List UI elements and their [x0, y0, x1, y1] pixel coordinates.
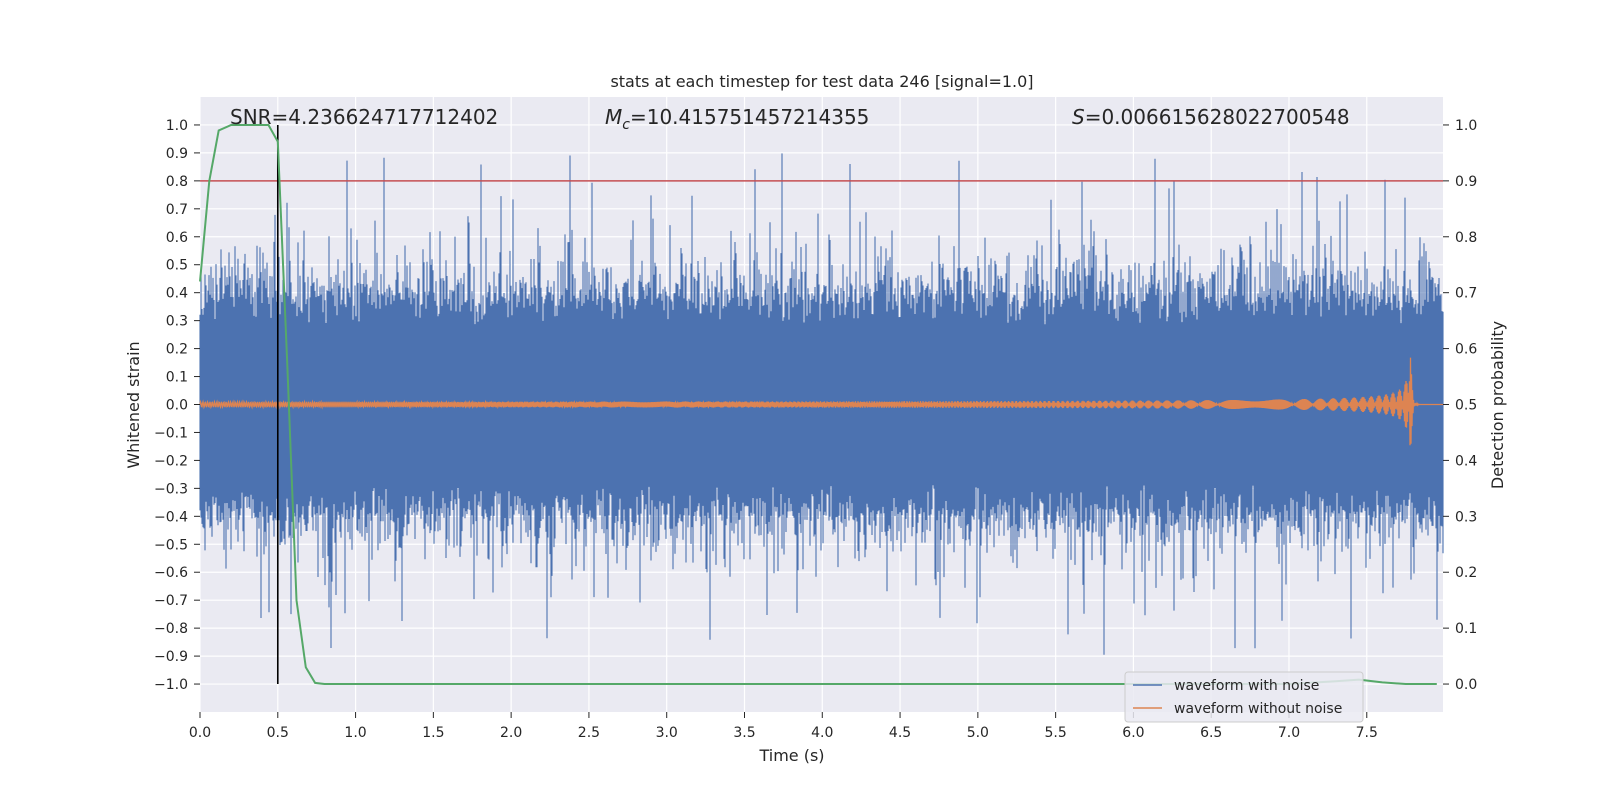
y2-tick-label: 0.3 [1455, 509, 1477, 525]
s-annotation: S=0.006615628022700548 [1072, 105, 1350, 129]
y-axis-label: Whitened strain [124, 341, 143, 468]
y-tick-label: 0.5 [166, 258, 188, 274]
legend-box [1124, 671, 1364, 723]
x-tick-label: 4.5 [889, 725, 911, 741]
y-tick-label: 0.3 [166, 314, 188, 330]
x-tick-label: 6.0 [1122, 725, 1144, 741]
x-tick-label: 0.0 [189, 725, 211, 741]
legend-label-clean: waveform without noise [1174, 701, 1342, 717]
y-tick-label: −1.0 [154, 677, 188, 693]
snr-annotation: SNR=4.236624717712402 [230, 105, 498, 129]
y-tick-label: −0.7 [154, 593, 188, 609]
x-tick-label: 7.5 [1356, 725, 1378, 741]
y-tick-label: 0.4 [166, 286, 188, 302]
y2-axis-label: Detection probability [1488, 321, 1507, 489]
x-axis: 0.0 0.5 1.0 1.5 2.0 2.5 3.0 3.5 4.0 4.5 5.0 5.5 6.0 6… [189, 712, 1378, 741]
clean-waveform-line [199, 357, 1443, 446]
x-tick-label: 1.5 [422, 725, 444, 741]
y-tick-label: 0.0 [166, 398, 188, 414]
y2-tick-label: 0.8 [1455, 230, 1477, 246]
y-tick-label: −0.8 [154, 621, 188, 637]
x-tick-label: 1.0 [344, 725, 366, 741]
y-axis-right: 1.0 0.9 0.8 0.7 0.6 0.5 0.4 0.3 0.2 0.1 0.0 [1443, 118, 1477, 693]
x-tick-label: 2.0 [500, 725, 522, 741]
y-tick-label: 0.6 [166, 230, 188, 246]
y-tick-label: 0.9 [166, 146, 188, 162]
x-tick-label: 6.5 [1200, 725, 1222, 741]
y-tick-label: −0.5 [154, 537, 188, 553]
x-tick-label: 4.0 [811, 725, 833, 741]
y2-tick-label: 0.7 [1455, 286, 1477, 302]
y-tick-label: 0.1 [166, 370, 188, 386]
y-tick-label: 0.2 [166, 342, 188, 358]
legend-label-noise: waveform with noise [1174, 678, 1319, 694]
y2-tick-label: 0.1 [1455, 621, 1477, 637]
x-tick-label: 7.0 [1278, 725, 1300, 741]
chart-title: stats at each timestep for test data 246… [610, 72, 1033, 91]
y-tick-label: −0.2 [154, 453, 188, 469]
y2-tick-label: 0.4 [1455, 453, 1477, 469]
chirp-mass-symbol: M [605, 105, 622, 129]
y-tick-label: −0.1 [154, 425, 188, 441]
y-tick-label: 0.8 [166, 174, 188, 190]
x-tick-label: 5.0 [967, 725, 989, 741]
chirp-mass-value: =10.415751457214355 [630, 105, 869, 129]
y-tick-label: −0.6 [154, 565, 188, 581]
y-tick-label: −0.3 [154, 481, 188, 497]
y-tick-label: 1.0 [166, 118, 188, 134]
y2-tick-label: 0.9 [1455, 174, 1477, 190]
y-tick-label: −0.4 [154, 509, 188, 525]
clean-waveform-series [199, 357, 1443, 446]
y2-tick-label: 0.6 [1455, 342, 1477, 358]
x-tick-label: 0.5 [267, 725, 289, 741]
x-tick-label: 3.0 [656, 725, 678, 741]
y-axis-left: 1.0 0.9 0.8 0.7 0.6 0.5 0.4 0.3 0.2 0.1 0.0 −0.1 −0.… [154, 118, 200, 693]
chirp-mass-annotation: Mc=10.415751457214355 [605, 105, 869, 133]
chirp-mass-subscript: c [622, 117, 630, 133]
x-axis-label: Time (s) [758, 746, 824, 765]
x-tick-label: 5.5 [1044, 725, 1066, 741]
s-symbol: S [1072, 105, 1085, 129]
y2-tick-label: 0.0 [1455, 677, 1477, 693]
y-tick-label: 0.7 [166, 202, 188, 218]
y2-tick-label: 0.2 [1455, 565, 1477, 581]
y2-tick-label: 1.0 [1455, 118, 1477, 134]
x-tick-label: 2.5 [578, 725, 600, 741]
legend: waveform with noise waveform without noi… [1124, 671, 1364, 723]
y-tick-label: −0.9 [154, 649, 188, 665]
y2-tick-label: 0.5 [1455, 398, 1477, 414]
s-value: =0.006615628022700548 [1085, 105, 1350, 129]
x-tick-label: 3.5 [733, 725, 755, 741]
